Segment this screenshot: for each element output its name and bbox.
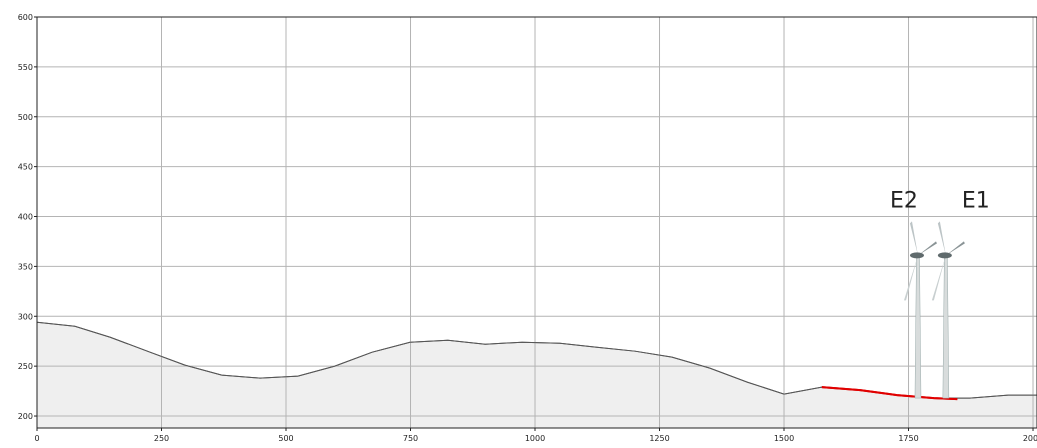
highlight-line (821, 386, 958, 401)
x-tick-label: 1250 (649, 434, 669, 443)
y-tick-label: 550 (18, 63, 33, 72)
x-tick-label: 750 (403, 434, 418, 443)
turbine-blade (937, 221, 946, 256)
turbine-blade (903, 255, 918, 301)
y-tick-label: 450 (18, 163, 33, 172)
wind-turbine (903, 221, 937, 399)
y-tick-label: 200 (18, 412, 33, 421)
x-tick-label: 500 (278, 434, 293, 443)
y-tick-label: 300 (18, 312, 33, 321)
x-tick-label: 250 (154, 434, 169, 443)
x-tick-label: 2000 (1023, 434, 1037, 443)
turbine-blade (909, 221, 918, 256)
plot-frame (36, 16, 1037, 429)
turbine-nacelle (937, 252, 952, 259)
x-tick-label: 1000 (525, 434, 545, 443)
y-tick-label: 600 (18, 13, 33, 22)
wind-turbine (931, 221, 965, 399)
y-tick-label: 400 (18, 213, 33, 222)
y-tick-label: 500 (18, 113, 33, 122)
turbine-nacelle (909, 252, 924, 259)
turbine-blade (945, 241, 965, 256)
y-tick-label: 250 (18, 362, 33, 371)
x-tick-label: 1750 (898, 434, 918, 443)
y-tick-label: 350 (18, 262, 33, 271)
x-tick-label: 0 (34, 434, 39, 443)
turbine-blade (931, 255, 946, 301)
turbine-blade (917, 241, 937, 256)
turbine-label: E2 (890, 188, 918, 213)
x-tick-label: 1500 (774, 434, 794, 443)
turbine-label: E1 (962, 188, 990, 213)
terrain-area (37, 322, 1037, 428)
